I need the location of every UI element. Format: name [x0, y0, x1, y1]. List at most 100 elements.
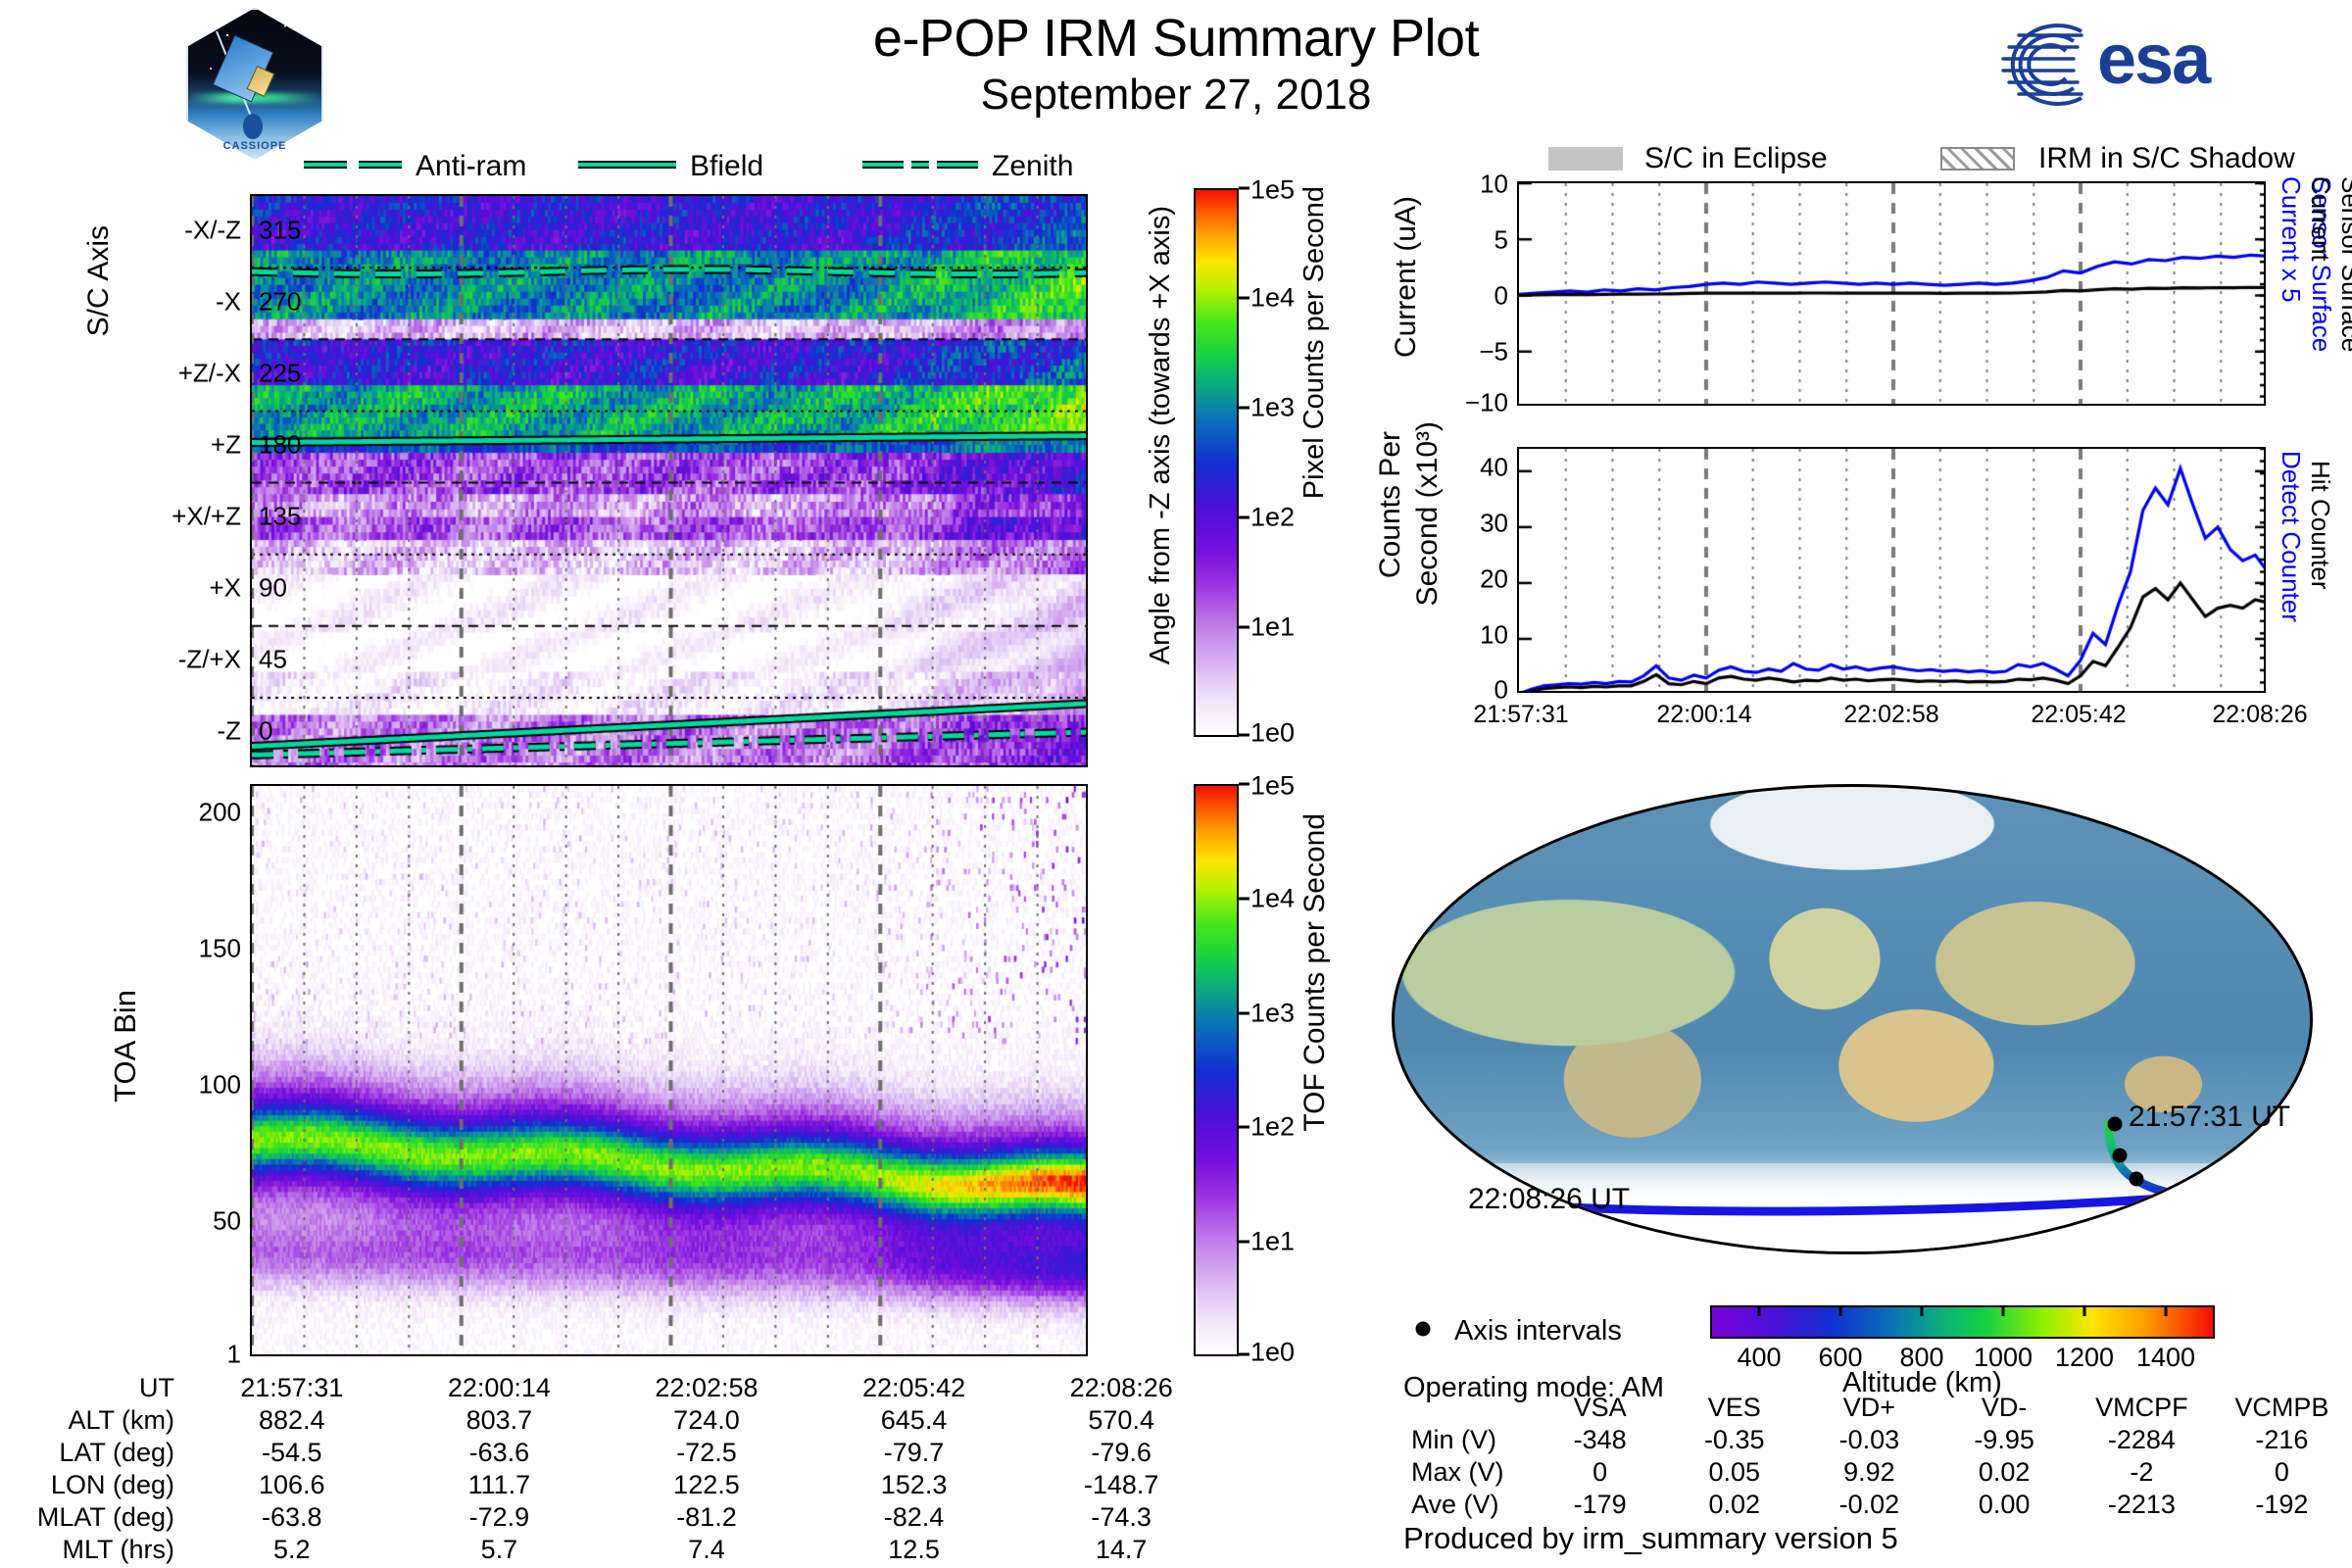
pcb-tick-1e5: 1e5	[1250, 174, 1296, 205]
pixel-counts-colorbar-ticks: 1e5 1e4 1e3 1e2 1e1 1e0	[1194, 175, 1295, 748]
pixel-counts-colorbar-label-text: Pixel Counts per Second	[1298, 186, 1330, 500]
legend-swatch-zenith-c	[937, 161, 978, 169]
sc-axis-ytick-5: +X	[209, 572, 241, 603]
ephemeris-cell: 5.7	[480, 1535, 518, 1564]
track-point-4	[2171, 1191, 2186, 1206]
pixel-counts-colorbar-label: Pixel Counts per Second	[1298, 186, 1338, 741]
voltage-cell: -2213	[2107, 1490, 2176, 1519]
voltage-cell: -2	[2130, 1457, 2154, 1487]
pcb-tick-1e0: 1e0	[1250, 717, 1296, 748]
alt-tick-1400: 1400	[2135, 1343, 2196, 1372]
cnt-ytick-0: 0	[1494, 674, 1508, 705]
cur-ytick-0: 0	[1494, 280, 1508, 311]
ephemeris-row-label: LON (deg)	[50, 1470, 174, 1499]
altitude-colorbar	[1710, 1305, 2215, 1339]
ephemeris-cell: 22:05:42	[862, 1373, 966, 1402]
table-row: LAT (deg) -54.5 -63.6 -72.5 -79.7 -79.6	[0, 1437, 1225, 1469]
pixel-counts-colorbar	[1194, 188, 1239, 737]
panel-sc-axis-plot[interactable]	[250, 194, 1088, 767]
sc-angle-axis-label-text: Angle from -Z axis (towards +X axis)	[1145, 206, 1176, 665]
legend-label-irm-shadow: IRM in S/C Shadow	[2038, 142, 2295, 174]
rt-time-2: 22:02:58	[1843, 701, 1939, 728]
sc-angle-axis-label: Angle from -Z axis (towards +X axis)	[1145, 206, 1184, 755]
mission-patch-label: CASSIOPE	[222, 140, 287, 152]
voltage-column-header: VD+	[1842, 1393, 1896, 1422]
altitude-colorbar-label: Altitude (km)	[1842, 1367, 2002, 1398]
ephemeris-cell: 152.3	[880, 1470, 948, 1499]
ephemeris-cell: -63.8	[262, 1502, 322, 1532]
track-point-3	[2129, 1171, 2144, 1187]
legend-swatch-eclipse	[1548, 147, 1623, 171]
ephemeris-row-label: MLT (hrs)	[62, 1535, 174, 1564]
voltage-cell: -0.02	[1838, 1490, 1900, 1519]
altitude-colorbar-ticks: 400 600 800 1000 1200 1400	[1710, 1305, 2215, 1372]
cnt-ytick-10: 10	[1480, 619, 1508, 650]
ephemeris-cell: 22:02:58	[655, 1373, 759, 1402]
legend-swatch-bfield	[578, 161, 676, 169]
ephemeris-cell: 122.5	[673, 1470, 740, 1499]
sc-angle-ytick-0: 315	[259, 215, 302, 244]
sc-angle-ytick-1: 270	[259, 286, 302, 317]
tof-counts-colorbar-label: TOF Counts per Second	[1298, 813, 1338, 1343]
tcb-tick-1e3: 1e3	[1250, 998, 1296, 1028]
voltage-column-header: VSA	[1573, 1393, 1627, 1422]
volt-corner-cell	[1411, 1392, 1533, 1424]
voltage-cell: 0	[1592, 1457, 1608, 1487]
voltage-cell: -2284	[2107, 1425, 2176, 1454]
counts-ylabel-text-2: Second (x10³)	[1411, 421, 1444, 607]
panel-counts-plot[interactable]	[1517, 447, 2266, 693]
cur-ytick-m10: −10	[1464, 387, 1508, 417]
table-row: Ave (V) -179 0.02 -0.02 0.00 -2213 -192	[1411, 1489, 2352, 1521]
legend-label-bfield: Bfield	[690, 150, 764, 182]
esa-wordmark: esa	[2097, 21, 2211, 99]
legend-sc-axis: Anti-ram Bfield Zenith	[294, 147, 1073, 186]
toa-ytick-50: 50	[213, 1205, 241, 1236]
sc-angle-ytick-4: 135	[259, 501, 302, 531]
panel-sc-axis-ylabel: S/C Axis	[82, 225, 122, 480]
tof-counts-colorbar-ticks: 1e5 1e4 1e3 1e2 1e1 1e0	[1194, 771, 1295, 1367]
sc-angle-ytick-5: 90	[259, 572, 287, 603]
ephemeris-cell: -72.9	[468, 1502, 530, 1532]
tcb-tick-1e0: 1e0	[1250, 1337, 1296, 1367]
rt-time-3: 22:05:42	[2031, 701, 2127, 728]
sc-axis-spectrogram-canvas	[252, 196, 1086, 765]
page-title: e-POP IRM Summary Plot	[872, 9, 1480, 68]
alt-tick-1000: 1000	[1973, 1343, 2034, 1372]
toa-ylabel-text: TOA Bin	[108, 990, 142, 1102]
ephemeris-row-label: LAT (deg)	[59, 1438, 174, 1467]
ephemeris-table: UT 21:57:31 22:00:14 22:02:58 22:05:42 22:08:…	[0, 1372, 1225, 1566]
cur-ytick-5: 5	[1494, 224, 1508, 255]
voltage-cell: 0.02	[1978, 1457, 2031, 1487]
voltage-cell: -0.35	[1703, 1425, 1765, 1454]
sc-angle-ytick-7: 0	[259, 715, 273, 746]
voltage-cell: 0.05	[1708, 1457, 1760, 1487]
table-row: ALT (km) 882.4 803.7 724.0 645.4 570.4	[0, 1404, 1225, 1437]
ephemeris-cell: -72.5	[676, 1438, 737, 1467]
axis-interval-dot-icon	[1415, 1321, 1431, 1337]
panel-current-plot[interactable]	[1517, 181, 2266, 406]
current-right-label-black: Sensor Surface Current	[2305, 176, 2352, 412]
legend-label-anti-ram: Anti-ram	[416, 150, 527, 182]
alt-tick-600: 600	[1818, 1343, 1863, 1372]
counts-right-label-black-text: Hit Counter	[2306, 461, 2335, 590]
table-row: LON (deg) 106.6 111.7 122.5 152.3 -148.7	[0, 1469, 1225, 1501]
orbit-ground-track-map[interactable]: 21:57:31 UT 22:08:26 UT	[1392, 784, 2313, 1254]
ephemeris-cell: -74.3	[1091, 1502, 1152, 1532]
current-right-label-black-text: Sensor Surface Current	[2306, 176, 2352, 353]
counts-right-label-blue-text: Detect Counter	[2277, 451, 2306, 622]
ephemeris-cell: -54.5	[262, 1438, 322, 1467]
alt-tick-1200: 1200	[2054, 1343, 2115, 1372]
legend-swatch-anti-ram-2	[359, 161, 402, 169]
table-row: MLT (hrs) 5.2 5.7 7.4 12.5 14.7	[0, 1534, 1225, 1566]
legend-eclipse: S/C in Eclipse IRM in S/C Shadow	[1548, 139, 2313, 178]
world-map-oval	[1392, 784, 2313, 1254]
ephemeris-cell: 12.5	[888, 1535, 940, 1564]
ephemeris-cell: 22:00:14	[447, 1373, 551, 1402]
footer-produced-by: Produced by irm_summary version 5	[1403, 1521, 1898, 1555]
ephemeris-cell: -79.6	[1091, 1438, 1152, 1467]
panel-toa-plot[interactable]	[250, 784, 1088, 1356]
tcb-tick-1e1: 1e1	[1250, 1226, 1296, 1256]
current-ylabel-text: Current (uA)	[1390, 196, 1422, 359]
counts-right-label-black: Hit Counter	[2305, 461, 2338, 657]
current-right-label-blue: Sensor Surface Current x 5	[2276, 176, 2336, 412]
